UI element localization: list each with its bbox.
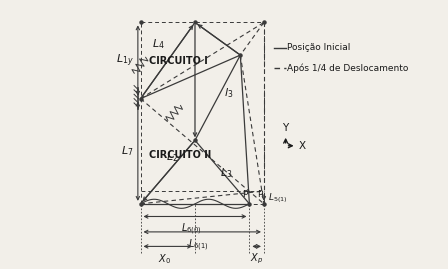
Text: $L_{4}$: $L_{4}$ <box>152 37 165 51</box>
Text: CIRCUITO II: CIRCUITO II <box>149 150 211 160</box>
Text: $X_{p}$: $X_{p}$ <box>250 252 263 266</box>
Text: $L_{5(1)}$: $L_{5(1)}$ <box>268 191 288 204</box>
Text: $L_{6(0)}$: $L_{6(0)}$ <box>181 222 202 237</box>
Text: $L_{6(1)}$: $L_{6(1)}$ <box>188 237 209 253</box>
Text: P: P <box>257 190 262 199</box>
Text: X: X <box>299 141 306 151</box>
Text: Posição Inicial: Posição Inicial <box>288 43 351 52</box>
Text: $L_{7}$: $L_{7}$ <box>121 144 134 158</box>
Text: $X_{0}$: $X_{0}$ <box>158 252 171 266</box>
Text: $L_{1y}$: $L_{1y}$ <box>116 52 134 69</box>
Text: $L_{3}$: $L_{3}$ <box>220 166 233 180</box>
Text: $L_{2}$: $L_{2}$ <box>166 150 178 164</box>
Text: CIRCUITO I: CIRCUITO I <box>149 55 208 66</box>
Text: Após 1/4 de Deslocamento: Após 1/4 de Deslocamento <box>288 63 409 73</box>
Text: P: P <box>242 190 248 199</box>
Text: Y: Y <box>283 123 289 133</box>
Text: $l_{3}$: $l_{3}$ <box>224 86 233 100</box>
